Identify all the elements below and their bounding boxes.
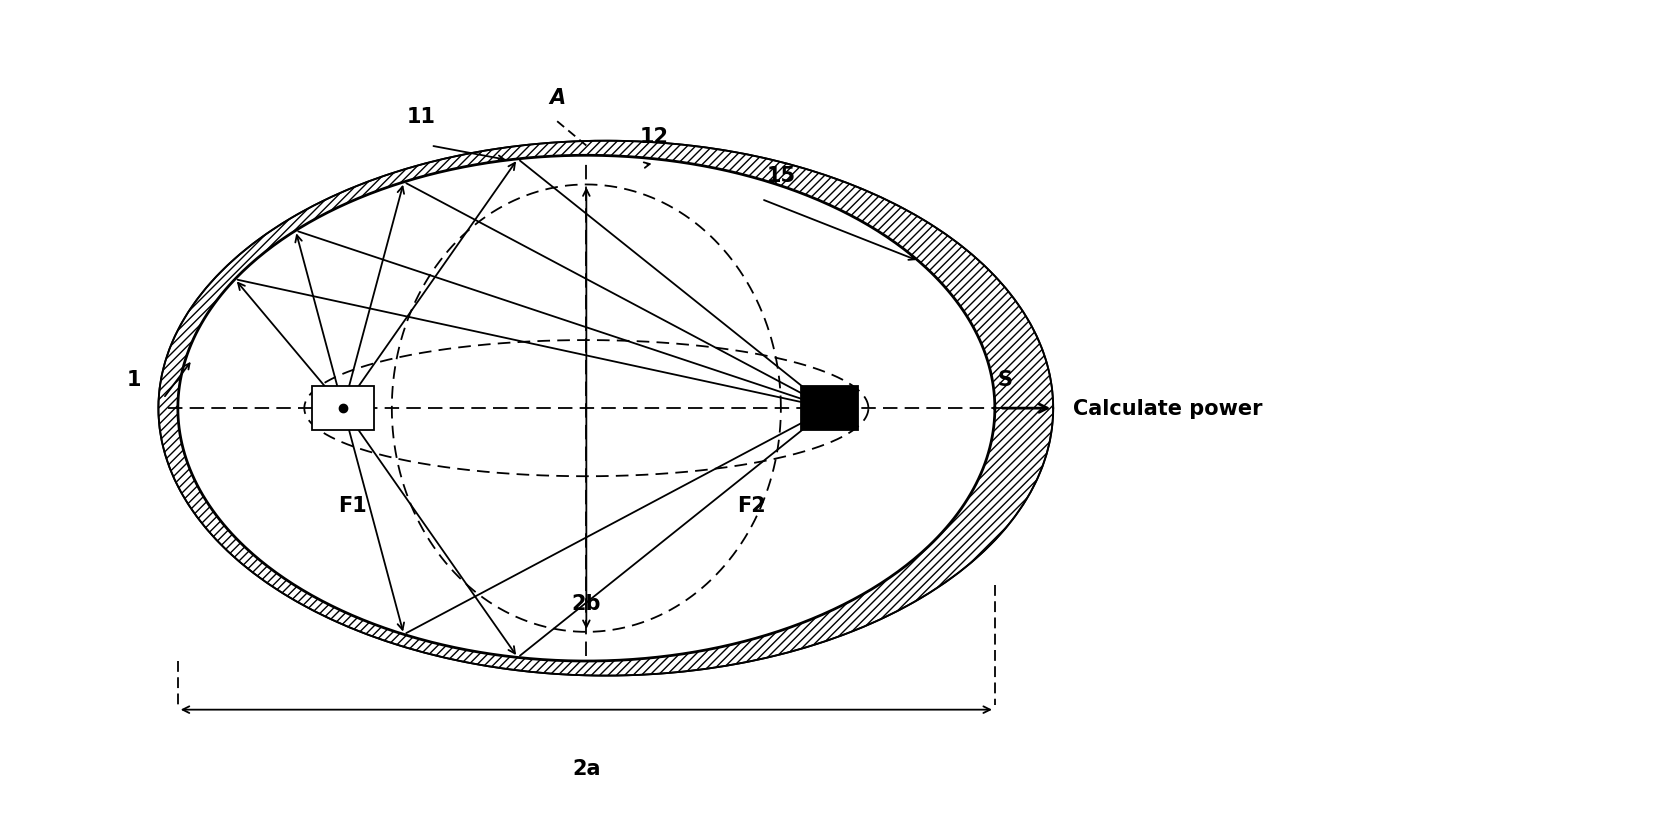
Text: Calculate power: Calculate power — [1073, 398, 1262, 419]
Text: A: A — [549, 88, 566, 108]
Bar — [312, 387, 375, 431]
Text: 15: 15 — [766, 166, 795, 185]
Text: S: S — [997, 369, 1012, 389]
Text: 1: 1 — [126, 369, 141, 389]
Text: F2: F2 — [737, 496, 766, 516]
Text: 11: 11 — [406, 108, 436, 128]
Text: F1: F1 — [338, 496, 367, 516]
Ellipse shape — [158, 142, 1053, 676]
Bar — [801, 387, 858, 431]
Text: 2b: 2b — [572, 593, 601, 613]
Ellipse shape — [178, 156, 995, 662]
Text: 2a: 2a — [572, 758, 601, 778]
Text: 12: 12 — [640, 127, 669, 147]
